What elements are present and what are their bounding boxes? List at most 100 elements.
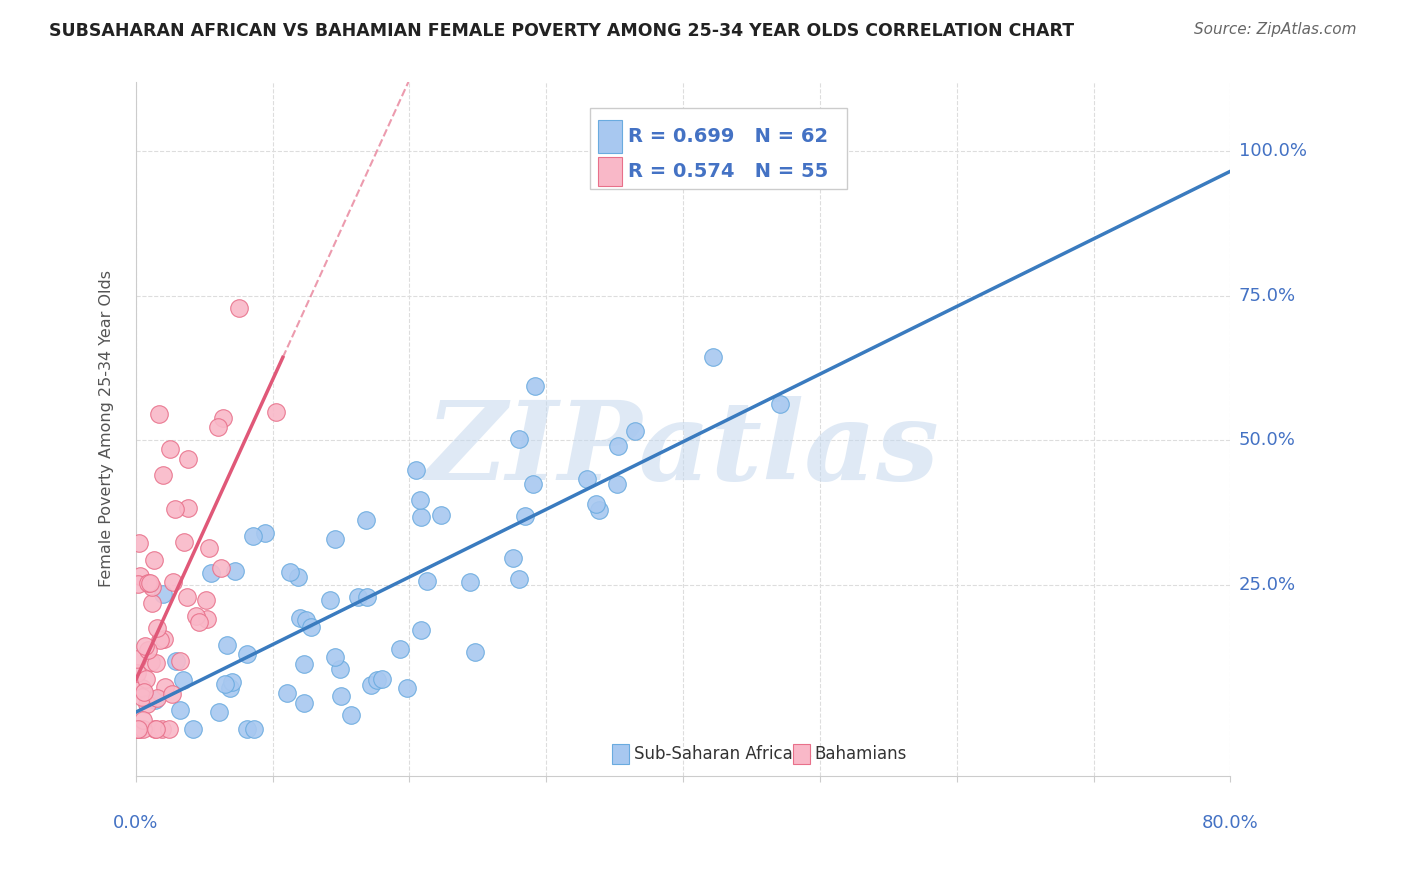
Point	[242, 722, 264, 736]
Text: Sub-Saharan Africans: Sub-Saharan Africans	[634, 745, 811, 763]
Point	[127, 577, 149, 591]
Point	[207, 420, 229, 434]
Point	[181, 722, 204, 736]
Point	[287, 570, 309, 584]
Point	[323, 533, 346, 547]
Point	[288, 611, 311, 625]
Text: 50.0%: 50.0%	[1239, 431, 1295, 450]
Point	[360, 678, 382, 692]
Point	[242, 529, 264, 543]
Point	[607, 439, 630, 453]
Point	[169, 654, 191, 668]
Point	[396, 681, 419, 695]
Point	[513, 509, 536, 524]
Point	[145, 621, 167, 635]
Point	[159, 442, 181, 456]
Point	[127, 652, 149, 666]
Point	[127, 722, 149, 736]
Point	[408, 493, 430, 508]
Point	[588, 503, 610, 517]
Point	[295, 613, 318, 627]
Point	[184, 608, 207, 623]
Point	[218, 681, 240, 695]
Point	[143, 693, 166, 707]
Point	[280, 565, 302, 579]
Point	[292, 696, 315, 710]
Point	[152, 587, 174, 601]
Point	[132, 722, 155, 736]
Point	[165, 502, 187, 516]
Point	[209, 561, 232, 575]
Point	[195, 592, 218, 607]
Point	[430, 508, 453, 522]
Point	[522, 477, 544, 491]
Point	[195, 612, 218, 626]
Point	[292, 657, 315, 672]
Point	[145, 722, 167, 736]
Point	[127, 722, 149, 736]
Text: R = 0.699   N = 62: R = 0.699 N = 62	[628, 128, 828, 146]
Point	[173, 534, 195, 549]
Point	[127, 722, 149, 736]
Point	[159, 722, 181, 736]
Point	[134, 640, 156, 654]
Point	[132, 713, 155, 727]
Point	[215, 638, 238, 652]
Point	[172, 673, 194, 687]
Point	[162, 574, 184, 589]
Bar	[598, 157, 621, 186]
Point	[409, 510, 432, 524]
Text: 0.0%: 0.0%	[114, 814, 159, 832]
Point	[200, 566, 222, 581]
Point	[264, 405, 287, 419]
Point	[141, 580, 163, 594]
Text: Bahamians: Bahamians	[814, 745, 907, 763]
Point	[524, 379, 547, 393]
Point	[409, 623, 432, 637]
Point	[405, 463, 427, 477]
Point	[139, 576, 162, 591]
Point	[606, 477, 628, 491]
Point	[128, 536, 150, 550]
Point	[702, 350, 724, 364]
Point	[366, 673, 388, 687]
Point	[228, 301, 250, 315]
Point	[136, 576, 159, 591]
Point	[177, 500, 200, 515]
Point	[187, 615, 209, 629]
Text: SUBSAHARAN AFRICAN VS BAHAMIAN FEMALE POVERTY AMONG 25-34 YEAR OLDS CORRELATION : SUBSAHARAN AFRICAN VS BAHAMIAN FEMALE PO…	[49, 22, 1074, 40]
Point	[323, 650, 346, 665]
Point	[139, 655, 162, 669]
Text: R = 0.574   N = 55: R = 0.574 N = 55	[628, 161, 828, 181]
Point	[356, 513, 378, 527]
Point	[127, 665, 149, 680]
Point	[575, 472, 598, 486]
Text: 100.0%: 100.0%	[1239, 142, 1306, 161]
Point	[150, 722, 173, 736]
Point	[134, 684, 156, 698]
Point	[356, 590, 378, 604]
Point	[340, 707, 363, 722]
Point	[624, 425, 647, 439]
Point	[141, 597, 163, 611]
Point	[148, 633, 170, 648]
FancyBboxPatch shape	[591, 108, 848, 189]
Point	[464, 645, 486, 659]
Point	[502, 551, 524, 566]
Point	[145, 722, 167, 736]
Point	[212, 410, 235, 425]
Point	[236, 648, 259, 662]
Point	[160, 687, 183, 701]
Text: 75.0%: 75.0%	[1239, 286, 1296, 305]
Point	[254, 525, 277, 540]
Point	[198, 541, 221, 555]
Point	[276, 686, 298, 700]
Point	[128, 722, 150, 736]
Point	[131, 681, 153, 696]
Point	[371, 672, 394, 686]
Text: ZIPatlas: ZIPatlas	[426, 396, 941, 503]
Point	[136, 643, 159, 657]
Point	[176, 590, 198, 604]
Point	[458, 575, 481, 590]
Text: Source: ZipAtlas.com: Source: ZipAtlas.com	[1194, 22, 1357, 37]
